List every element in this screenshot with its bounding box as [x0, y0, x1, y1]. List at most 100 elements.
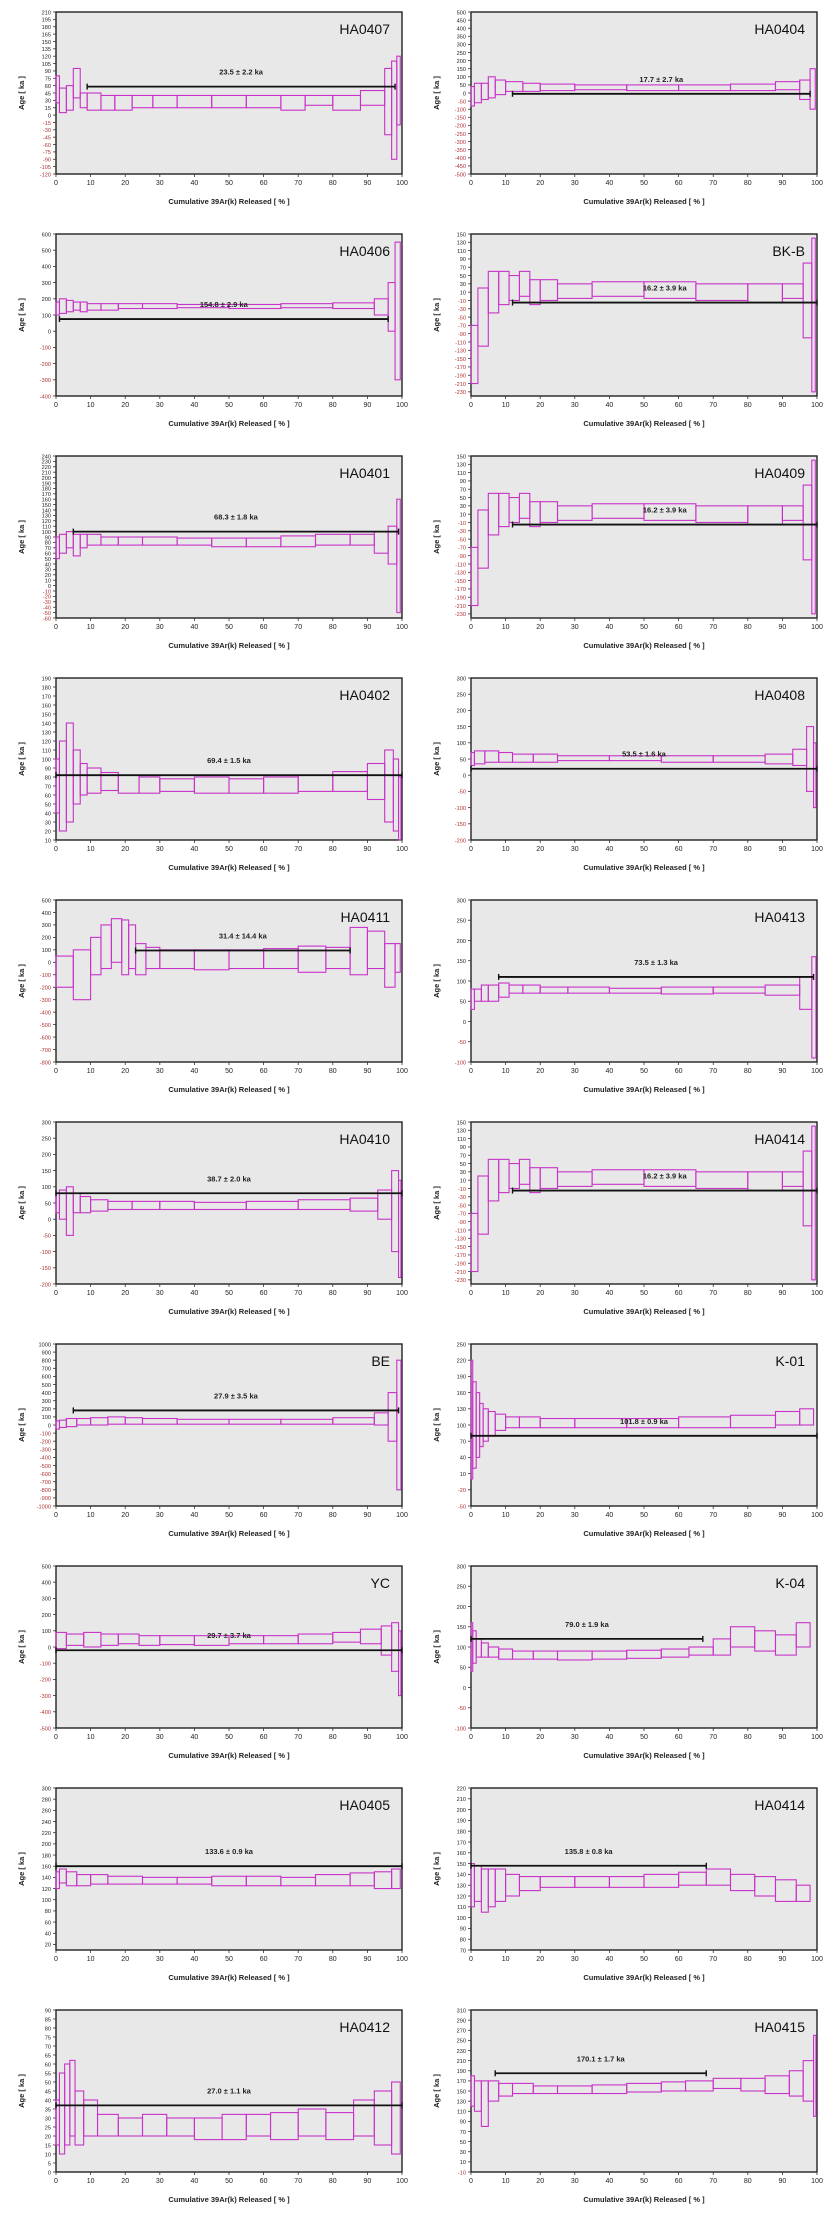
y-tick-label: 150 [42, 503, 51, 509]
x-tick-label: 50 [225, 1068, 233, 1075]
y-tick-label: 20 [45, 573, 51, 579]
y-tick-label: 160 [42, 1865, 51, 1871]
x-tick-label: 30 [156, 1734, 164, 1741]
x-tick-label: 50 [225, 180, 233, 187]
x-tick-label: 90 [779, 1290, 787, 1297]
y-tick-label: 150 [457, 959, 466, 965]
y-tick-label: -230 [455, 1278, 466, 1284]
y-tick-label: -70 [458, 324, 466, 330]
x-tick-label: 100 [811, 624, 823, 631]
plot-area [55, 11, 403, 175]
y-tick-label: -150 [455, 357, 466, 363]
y-tick-label: 30 [45, 99, 51, 105]
x-tick-label: 100 [396, 846, 408, 853]
step-box [812, 742, 817, 809]
y-tick-label: 70 [460, 1440, 466, 1446]
step-boxes [55, 722, 402, 841]
age-spectrum-chart-13: 10009008007006005004003002001000-100-200… [17, 1342, 408, 1538]
step-boxes [55, 1359, 402, 1491]
x-tick-label: 80 [329, 1512, 337, 1519]
y-tick-label: 90 [45, 2008, 51, 2014]
y-tick-label: -100 [455, 1726, 466, 1732]
y-tick-label: 30 [45, 2116, 51, 2122]
x-tick-label: 100 [811, 2178, 823, 2185]
x-tick-label: 30 [156, 1512, 164, 1519]
plateau-age-label: 154.8 ± 2.9 ka [200, 300, 249, 309]
x-tick-label: 40 [191, 1956, 199, 1963]
plot-area [55, 233, 403, 397]
y-tick-label: -120 [40, 172, 51, 178]
y-tick-label: 15 [45, 2143, 51, 2149]
y-tick-label: -30 [458, 1195, 466, 1201]
sample-name: HA0410 [339, 1131, 390, 1147]
x-tick-label: 50 [640, 846, 648, 853]
y-tick-label: -60 [43, 143, 51, 149]
y-tick-label: 150 [42, 1169, 51, 1175]
x-tick-label: 100 [811, 1512, 823, 1519]
y-tick-label: -500 [40, 1464, 51, 1470]
step-box [396, 498, 401, 614]
x-tick-label: 70 [709, 846, 717, 853]
x-tick-label: 30 [571, 1290, 579, 1297]
y-tick-label: -30 [43, 128, 51, 134]
x-tick-label: 40 [191, 624, 199, 631]
y-tick-label: -230 [455, 390, 466, 396]
step-box [477, 1175, 489, 1235]
sample-name: HA0405 [339, 1797, 390, 1813]
x-tick-label: 60 [675, 180, 683, 187]
y-tick-label: 135 [42, 47, 51, 53]
age-spectrum-chart-6: 150 130 110 90 70 50 30 10 -10 -30 -50 -70 -90 -110 -1… [432, 454, 823, 650]
plot-area [55, 1343, 403, 1507]
y-tick-label: 150 [457, 1120, 466, 1126]
sample-name: HA0406 [339, 243, 390, 259]
y-tick-label: 120 [42, 1887, 51, 1893]
y-tick-label: 250 [457, 1585, 466, 1591]
y-tick-label: -100 [455, 108, 466, 114]
y-tick-label: 90 [45, 69, 51, 75]
x-tick-label: 60 [675, 1290, 683, 1297]
x-tick-label: 10 [87, 1734, 95, 1741]
y-tick-label: -250 [455, 132, 466, 138]
y-tick-label: 200 [457, 939, 466, 945]
x-tick-label: 90 [779, 402, 787, 409]
y-tick-label: -600 [40, 1035, 51, 1041]
y-axis-label: Age [ ka ] [432, 1186, 441, 1220]
y-tick-label: -170 [455, 1253, 466, 1259]
x-tick-label: 40 [191, 1734, 199, 1741]
y-tick-label: -70 [458, 1212, 466, 1218]
y-tick-label: 0 [48, 113, 51, 119]
x-axis-label: Cumulative 39Ar(k) Released [ % ] [168, 2195, 290, 2204]
y-tick-label: 160 [42, 498, 51, 504]
y-tick-label: 50 [45, 2080, 51, 2086]
plateau-age-label: 73.5 ± 1.3 ka [634, 958, 679, 967]
plateau-age-label: 68.3 ± 1.8 ka [214, 513, 259, 522]
x-tick-label: 50 [640, 624, 648, 631]
y-tick-label: -150 [455, 822, 466, 828]
y-axis-label: Age [ ka ] [17, 520, 26, 554]
x-tick-label: 10 [502, 2178, 510, 2185]
y-tick-label: 50 [460, 757, 466, 763]
step-boxes [470, 2034, 817, 2127]
x-tick-label: 90 [364, 1512, 372, 1519]
y-tick-label: 120 [42, 54, 51, 60]
y-tick-label: -130 [455, 1237, 466, 1243]
y-tick-label: 1000 [39, 1342, 51, 1348]
x-tick-label: 80 [329, 180, 337, 187]
x-tick-label: 40 [191, 1512, 199, 1519]
y-tick-label: 170 [42, 694, 51, 700]
x-tick-label: 100 [396, 402, 408, 409]
y-tick-label: -10 [458, 299, 466, 305]
y-tick-label: -100 [40, 346, 51, 352]
x-axis-label: Cumulative 39Ar(k) Released [ % ] [583, 1529, 705, 1538]
y-tick-label: 500 [42, 898, 51, 904]
x-tick-label: 90 [364, 1290, 372, 1297]
x-tick-label: 70 [294, 846, 302, 853]
y-tick-label: -210 [455, 1270, 466, 1276]
y-tick-label: 140 [42, 508, 51, 514]
y-tick-label: 50 [45, 802, 51, 808]
y-tick-label: -50 [43, 1234, 51, 1240]
y-tick-label: 90 [460, 1145, 466, 1151]
y-tick-label: 55 [45, 2071, 51, 2077]
x-tick-label: 90 [364, 846, 372, 853]
